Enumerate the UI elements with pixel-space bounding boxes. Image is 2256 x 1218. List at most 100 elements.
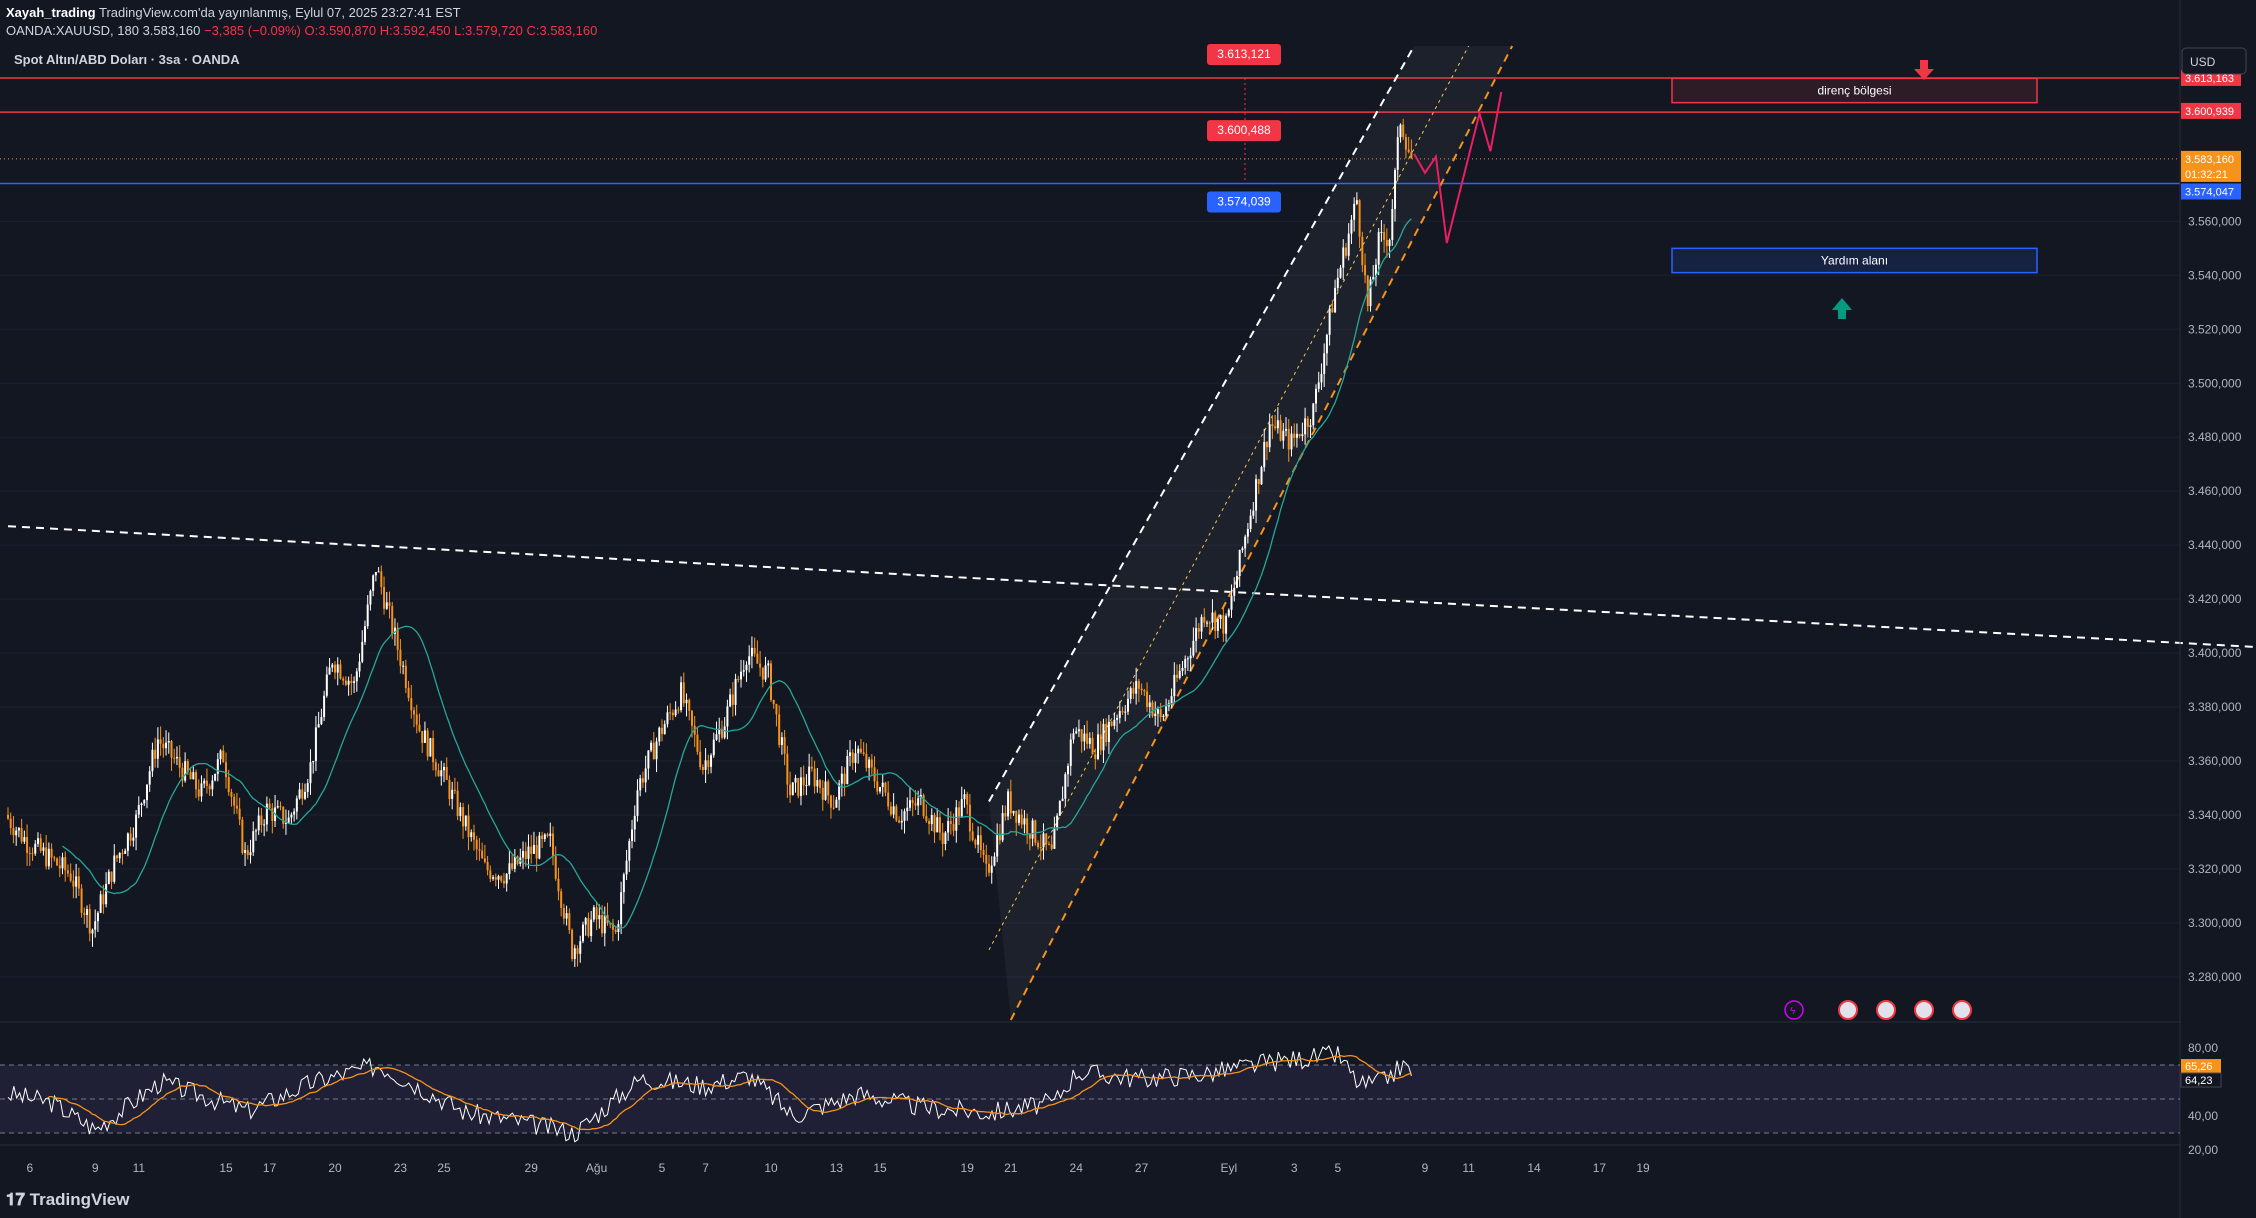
candle-body bbox=[652, 742, 655, 760]
axis-price-tag-text: 3.613,163 bbox=[2185, 73, 2234, 85]
candle-body bbox=[870, 759, 873, 768]
candle-body bbox=[1263, 441, 1266, 468]
candle-body bbox=[105, 883, 108, 905]
candle-body bbox=[1208, 622, 1211, 624]
candle-body bbox=[107, 871, 110, 884]
axis-price-tag bbox=[2181, 165, 2241, 182]
candle-body bbox=[434, 762, 437, 771]
candle-body bbox=[254, 830, 257, 832]
candle-body bbox=[767, 663, 770, 666]
candle-body bbox=[1380, 231, 1383, 233]
candle-body bbox=[132, 837, 135, 841]
candle-body bbox=[1173, 674, 1176, 697]
bolt-icon[interactable] bbox=[1784, 1000, 1804, 1020]
candle-body bbox=[58, 865, 61, 869]
rsi-ma-tag bbox=[2180, 1072, 2222, 1088]
price-tick-label: 3.400,000 bbox=[2188, 646, 2242, 660]
candle-body bbox=[906, 807, 909, 812]
candle-body bbox=[791, 782, 794, 796]
candle-body bbox=[1077, 729, 1080, 732]
candle-body bbox=[1388, 239, 1391, 247]
price-tick-label: 3.360,000 bbox=[2188, 754, 2242, 768]
candle-body bbox=[1132, 688, 1135, 694]
time-tick-label: 17 bbox=[1593, 1161, 1607, 1175]
candle-body bbox=[949, 821, 952, 824]
candle-body bbox=[1241, 548, 1244, 551]
candle-body bbox=[200, 783, 203, 797]
candle-body bbox=[396, 627, 399, 650]
candle-body bbox=[1039, 847, 1042, 849]
candle-body bbox=[451, 789, 454, 799]
candle-body bbox=[794, 778, 797, 783]
candle-body bbox=[1323, 353, 1326, 374]
candle-body bbox=[56, 858, 59, 866]
candle-body bbox=[511, 863, 514, 869]
candle-body bbox=[971, 831, 974, 841]
candle-body bbox=[565, 913, 568, 919]
tradingview-logo[interactable]: 𝟏𝟕 TradingView bbox=[6, 1190, 129, 1210]
axis-price-tag bbox=[2181, 183, 2241, 200]
candle-body bbox=[1137, 681, 1140, 689]
us-flag-icon[interactable] bbox=[1838, 1000, 1858, 1020]
projection-path bbox=[1413, 91, 1503, 244]
candle-body bbox=[492, 877, 495, 879]
candle-body bbox=[1159, 709, 1162, 718]
candle-body bbox=[633, 815, 636, 830]
candle-body bbox=[1383, 231, 1386, 240]
candle-body bbox=[12, 827, 15, 836]
candle-body bbox=[192, 772, 195, 780]
candle-body bbox=[1227, 609, 1230, 616]
rsi-tick-label: 40,00 bbox=[2188, 1109, 2218, 1123]
price-tick-label: 3.300,000 bbox=[2188, 916, 2242, 930]
us-flag-icon[interactable] bbox=[1876, 1000, 1896, 1020]
candle-body bbox=[1265, 441, 1268, 448]
candle-body bbox=[535, 845, 538, 859]
candle-body bbox=[227, 777, 230, 792]
symbol-label: OANDA:XAUUSD, 180 bbox=[6, 23, 139, 38]
candle-body bbox=[481, 850, 484, 859]
zone-box bbox=[1671, 77, 2038, 104]
candle-body bbox=[868, 759, 871, 768]
candle-body bbox=[1331, 308, 1334, 313]
candle-body bbox=[467, 815, 470, 837]
candle-body bbox=[1012, 810, 1015, 814]
candle-body bbox=[9, 818, 12, 828]
candle-body bbox=[47, 848, 50, 867]
us-flag-icon[interactable] bbox=[1952, 1000, 1972, 1020]
candle-body bbox=[1050, 844, 1053, 849]
us-flag-icon[interactable] bbox=[1914, 1000, 1934, 1020]
time-tick-label: 5 bbox=[1334, 1161, 1341, 1175]
candle-body bbox=[443, 766, 445, 771]
candle-body bbox=[1260, 467, 1263, 485]
event-icons[interactable]: ϟ bbox=[1784, 1000, 1972, 1020]
candle-body bbox=[1184, 659, 1187, 669]
candle-body bbox=[339, 664, 342, 679]
candle-body bbox=[1047, 843, 1050, 845]
candle-body bbox=[31, 853, 34, 855]
candle-body bbox=[960, 799, 963, 817]
author-name: Xayah_trading bbox=[6, 5, 96, 20]
candle-body bbox=[17, 827, 20, 831]
candle-body bbox=[34, 843, 37, 854]
time-tick-label: 17 bbox=[263, 1161, 277, 1175]
axis-price-tag bbox=[2181, 102, 2241, 119]
rsi-line bbox=[7, 1044, 1412, 1143]
price-tick-label: 3.280,000 bbox=[2188, 970, 2242, 984]
candle-body bbox=[1088, 738, 1091, 744]
candle-body bbox=[432, 738, 435, 763]
candle-body bbox=[69, 873, 72, 881]
candle-body bbox=[383, 587, 386, 609]
currency-button[interactable] bbox=[2181, 47, 2247, 75]
candle-body bbox=[849, 752, 852, 757]
candle-body bbox=[1146, 691, 1149, 708]
candle-body bbox=[197, 789, 200, 797]
candle-body bbox=[1315, 388, 1317, 404]
trend-line bbox=[988, 45, 1415, 802]
candle-body bbox=[61, 857, 64, 869]
chart-header: Xayah_trading TradingView.com'da yayınla… bbox=[6, 4, 597, 40]
candle-body bbox=[723, 726, 726, 738]
candle-body bbox=[802, 777, 805, 786]
candle-body bbox=[369, 590, 372, 605]
candle-body bbox=[167, 740, 170, 743]
